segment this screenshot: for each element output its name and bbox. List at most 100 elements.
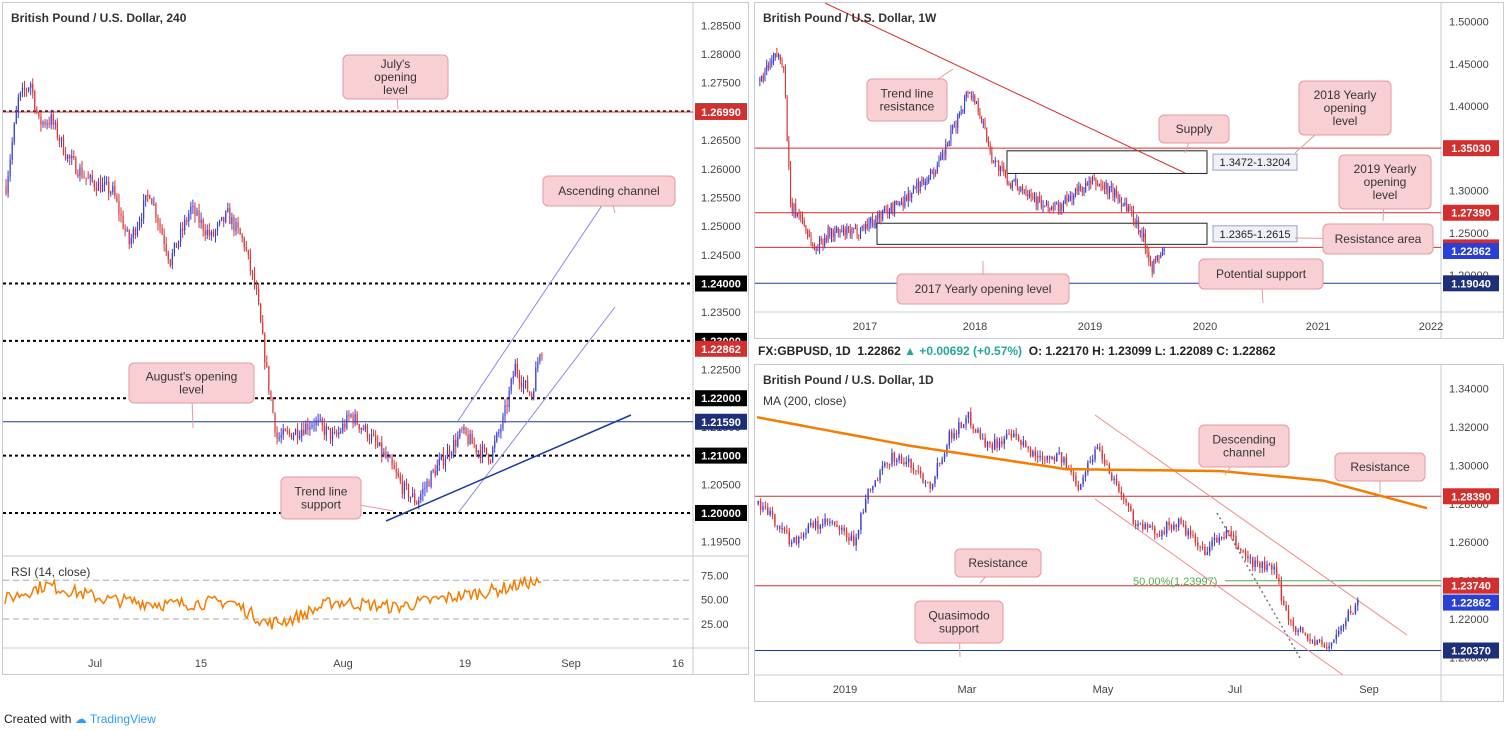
- w1-candle: [1122, 205, 1124, 207]
- d1-candle: [1342, 625, 1345, 627]
- d1-callout-channel-text: channel: [1223, 446, 1265, 460]
- weekly-chart-panel[interactable]: 1.500001.450001.400001.350001.300001.250…: [754, 2, 1504, 339]
- footer-brand[interactable]: TradingView: [89, 712, 156, 726]
- h4-candle: [333, 431, 336, 433]
- w1-candle: [1090, 180, 1092, 184]
- w1-candle: [941, 154, 943, 158]
- weekly-chart-svg[interactable]: 1.500001.450001.400001.350001.300001.250…: [755, 3, 1504, 339]
- w1-candle: [1057, 203, 1059, 211]
- d1-candle: [774, 514, 776, 526]
- d1-candle: [1278, 578, 1280, 582]
- h4-candle: [19, 92, 22, 98]
- w1-candle: [767, 65, 769, 68]
- h4-candle: [23, 87, 26, 91]
- d1-candle: [783, 527, 786, 531]
- d1-candle: [922, 473, 924, 483]
- h4-candle: [284, 429, 286, 431]
- h4-y-tick: 1.20500: [701, 479, 741, 491]
- w1-candle: [1044, 205, 1046, 207]
- h4-candle: [502, 415, 504, 429]
- h4-candle: [64, 154, 67, 160]
- w1-candle: [948, 140, 950, 147]
- daily-chart-panel[interactable]: 1.340001.320001.300001.280001.260001.240…: [754, 364, 1504, 702]
- w1-candle: [1040, 201, 1042, 208]
- h4-rsi-tick: 25.00: [701, 619, 729, 631]
- h4-candle: [512, 376, 514, 379]
- d1-candle: [1290, 620, 1292, 622]
- d1-candle: [857, 529, 860, 538]
- w1-callout-2018-text: opening: [1324, 101, 1367, 115]
- h4-candle: [405, 482, 408, 486]
- d1-candle: [1044, 459, 1046, 461]
- h4-candle: [223, 216, 225, 222]
- h4-chart-svg[interactable]: 1.285001.280001.275001.270001.265001.260…: [3, 3, 749, 675]
- d1-candle: [1025, 441, 1027, 447]
- h4-candle: [159, 223, 161, 228]
- w1-candle: [899, 203, 901, 205]
- d1-candle: [1187, 530, 1189, 536]
- h4-candle: [459, 429, 461, 437]
- footer-credit[interactable]: Created with ☁ TradingView: [4, 712, 156, 726]
- d1-candle: [953, 433, 955, 439]
- w1-candle: [1103, 186, 1105, 189]
- d1-callout-channel-box: [1198, 424, 1290, 468]
- w1-zone-box: [1006, 150, 1208, 174]
- h4-chart-panel[interactable]: 1.285001.280001.275001.270001.265001.260…: [2, 2, 749, 675]
- d1-candle: [1175, 524, 1177, 528]
- d1-candle: [1082, 477, 1084, 485]
- h4-candle: [171, 253, 173, 266]
- w1-candle: [938, 160, 940, 166]
- h4-candle: [368, 438, 371, 441]
- w1-candle: [793, 204, 795, 213]
- h4-candle: [461, 429, 463, 431]
- d1-candle: [1032, 451, 1034, 457]
- w1-candle: [1129, 207, 1131, 210]
- w1-candle: [946, 144, 949, 147]
- d1-candle: [1218, 537, 1220, 543]
- d1-candle: [1041, 456, 1044, 460]
- d1-candle: [1013, 433, 1015, 438]
- w1-callout-2018-box: [1298, 80, 1392, 136]
- h4-rsi-tick: 50.00: [701, 595, 729, 607]
- h4-candle: [432, 470, 434, 472]
- h4-candle: [163, 234, 165, 244]
- d1-candle: [967, 411, 970, 419]
- w1-candle: [1127, 207, 1129, 212]
- daily-chart-svg[interactable]: 1.340001.320001.300001.280001.260001.240…: [755, 365, 1504, 702]
- h4-candle: [62, 137, 65, 155]
- h4-candle: [165, 243, 167, 253]
- w1-candle: [1088, 180, 1090, 185]
- h4-candle: [506, 404, 508, 407]
- daily-chart-title: British Pound / U.S. Dollar, 1D: [763, 373, 934, 387]
- w1-candle: [769, 63, 771, 68]
- w1-candle: [880, 213, 882, 220]
- h4-y-tick: 1.25500: [701, 192, 741, 204]
- h4-candle: [142, 200, 145, 219]
- d1-candle: [862, 512, 865, 514]
- w1-candle: [877, 215, 879, 219]
- weekly-chart-title: British Pound / U.S. Dollar, 1W: [763, 11, 937, 25]
- w1-candle: [888, 212, 891, 214]
- w1-candle: [856, 227, 858, 236]
- infobar-last: 1.22862: [857, 344, 901, 358]
- h4-callout-july-text: opening: [374, 70, 417, 84]
- h4-candle: [469, 433, 471, 444]
- d1-candle: [1084, 472, 1087, 478]
- h4-candle: [529, 391, 531, 394]
- w1-candle: [906, 196, 908, 202]
- h4-candle: [329, 428, 332, 440]
- d1-candle: [767, 507, 769, 515]
- d1-candle: [821, 524, 824, 526]
- d1-candle: [1263, 561, 1266, 571]
- d1-candle: [1063, 457, 1065, 463]
- w1-candle: [871, 217, 873, 226]
- h4-candle: [108, 181, 110, 194]
- h4-callout-august-text: level: [179, 383, 204, 397]
- w1-candle: [1049, 207, 1051, 211]
- h4-rsi-tick: 75.00: [701, 570, 729, 582]
- w1-candle: [1028, 193, 1030, 196]
- d1-candle: [874, 480, 876, 487]
- w1-candle: [839, 231, 841, 233]
- d1-candle: [1170, 525, 1173, 530]
- h4-candle: [130, 237, 132, 245]
